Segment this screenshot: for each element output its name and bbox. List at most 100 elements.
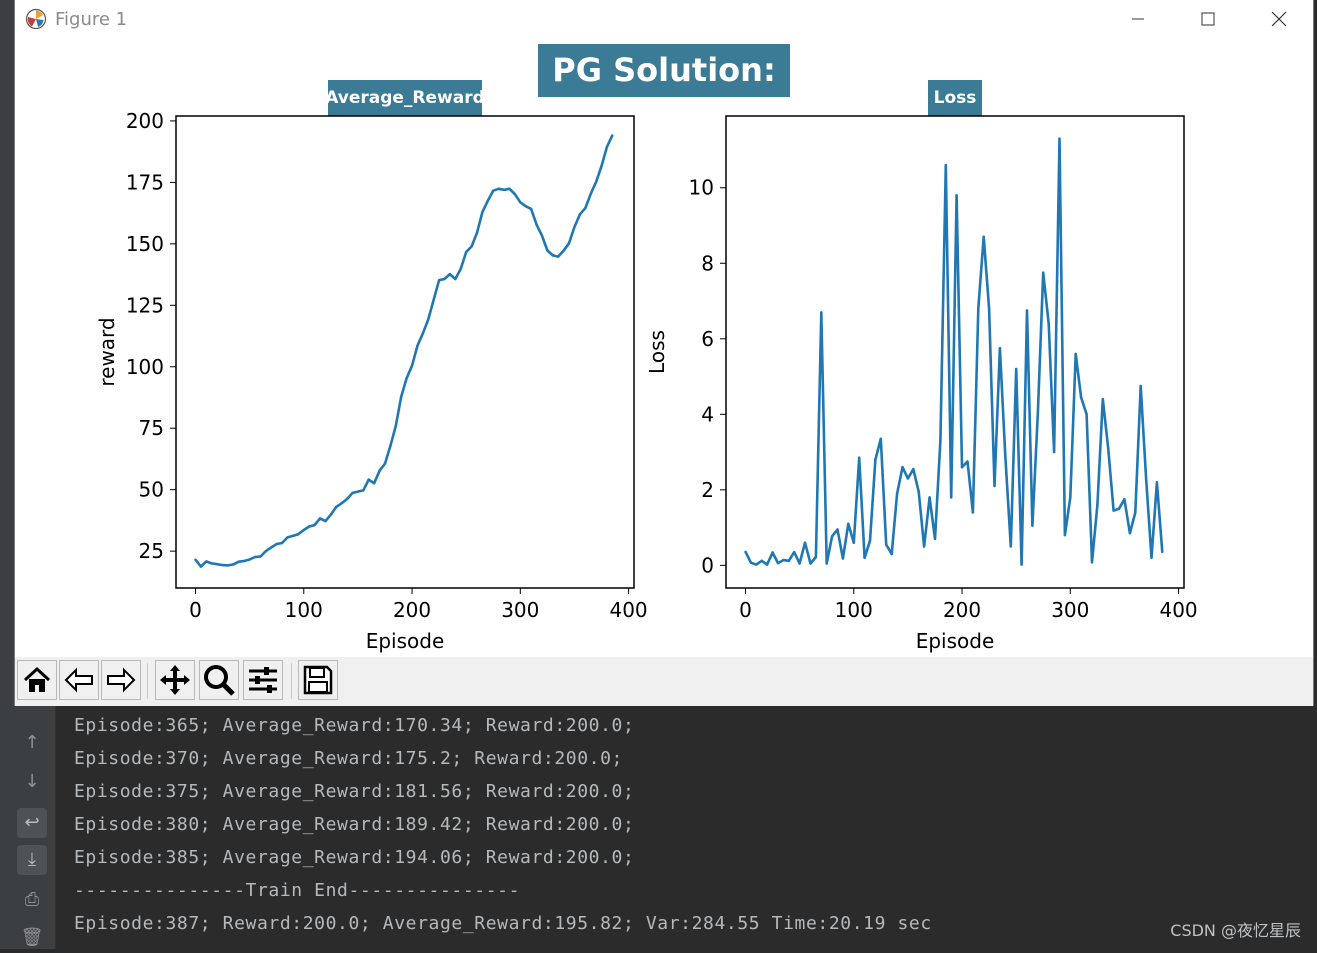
reward-data-point — [215, 563, 219, 566]
reward-data-point — [210, 562, 213, 565]
reward-data-point — [389, 444, 392, 448]
loss-data-point — [966, 460, 969, 463]
home-button[interactable] — [17, 660, 57, 700]
window-title: Figure 1 — [55, 9, 128, 30]
close-button[interactable] — [1256, 0, 1302, 38]
reward-x-tick-label: 300 — [501, 598, 539, 622]
forward-button[interactable] — [101, 660, 141, 700]
loss-data-point — [906, 477, 910, 480]
figure-canvas[interactable]: PG Solution: Average_Reward 0 100 200 300 400… — [15, 38, 1313, 658]
loss-data-point — [782, 558, 785, 562]
loss-data-point — [1004, 454, 1007, 457]
console-line: Episode:380; Average_Reward:189.42; Rewa… — [74, 814, 635, 835]
matplotlib-toolbar — [15, 657, 1313, 706]
loss-data-point — [771, 551, 774, 554]
loss-data-point — [798, 562, 801, 565]
loss-data-point — [977, 307, 980, 310]
loss-data-point — [971, 511, 975, 514]
console-line: Episode:385; Average_Reward:194.06; Rewa… — [74, 847, 635, 868]
reward-data-point — [416, 344, 419, 347]
zoom-button[interactable] — [199, 660, 239, 700]
suptitle: PG Solution: — [552, 51, 775, 89]
soft-wrap-icon[interactable]: ↩ — [17, 808, 47, 838]
reward-title-box — [328, 80, 482, 116]
pan-icon — [160, 665, 190, 695]
loss-data-point — [1112, 509, 1115, 512]
trash-icon[interactable]: 🗑 — [20, 927, 44, 948]
pan-button[interactable] — [155, 660, 195, 700]
reward-data-point — [502, 188, 506, 191]
loss-data-point — [1031, 524, 1034, 527]
reward-data-point — [421, 332, 425, 335]
scroll-down-icon[interactable]: ↓ — [24, 771, 40, 792]
loss-y-axis-label: Loss — [645, 330, 669, 374]
loss-data-point — [1155, 481, 1159, 484]
minimize-button[interactable] — [1115, 0, 1161, 38]
loss-y-tick-label: 6 — [701, 327, 714, 351]
reward-data-point — [291, 534, 295, 538]
loss-data-point — [1052, 450, 1056, 454]
loss-y-tick-label: 4 — [701, 402, 714, 426]
maximize-button[interactable] — [1185, 0, 1231, 38]
reward-data-point — [367, 478, 370, 481]
loss-data-point — [987, 307, 991, 310]
reward-data-point — [567, 242, 571, 245]
loss-data-point — [879, 437, 882, 440]
title-bar[interactable]: Figure 1 — [15, 0, 1313, 38]
reward-data-point — [372, 482, 376, 485]
loss-data-point — [1009, 545, 1012, 548]
reward-data-point — [351, 491, 354, 495]
save-icon — [303, 665, 333, 695]
loss-data-point — [1134, 511, 1137, 514]
loss-data-point — [825, 562, 828, 565]
loss-chart-title: Loss — [934, 88, 977, 108]
loss-x-tick-label: 200 — [943, 598, 981, 622]
reward-data-point — [410, 364, 414, 367]
loss-data-point — [744, 550, 747, 553]
reward-x-tick-label: 0 — [189, 598, 202, 622]
loss-data-point — [836, 528, 839, 531]
scroll-up-icon[interactable]: ↑ — [24, 732, 40, 753]
save-button[interactable] — [298, 660, 338, 700]
loss-data-point — [1020, 563, 1023, 566]
scroll-to-end-icon[interactable]: ⤓ — [17, 845, 47, 875]
reward-data-point — [524, 205, 527, 208]
close-icon — [1271, 11, 1287, 27]
loss-data-point — [787, 559, 790, 562]
figure-window: Figure 1 PG Solution: Average_Reward 0 100… — [14, 0, 1314, 706]
print-icon[interactable]: ⎙ — [24, 889, 40, 910]
configure-subplots-button[interactable] — [243, 660, 283, 700]
reward-y-tick-label: 125 — [126, 293, 164, 317]
loss-data-point — [830, 535, 834, 538]
loss-y-tick-label: 0 — [701, 553, 714, 577]
zoom-icon — [204, 665, 235, 696]
reward-data-point — [378, 469, 381, 472]
loss-axes: Loss 0 100 200 300 400 0 2 4 6 8 10 Episode Loss — [645, 80, 1198, 653]
reward-data-point — [443, 277, 446, 281]
loss-data-point — [1150, 556, 1153, 559]
reward-data-point — [400, 395, 403, 398]
loss-data-point — [912, 467, 915, 471]
loss-data-point — [960, 466, 964, 469]
reward-data-point — [470, 245, 473, 248]
reward-data-point — [324, 519, 327, 523]
back-button[interactable] — [59, 660, 99, 700]
loss-data-point — [1123, 498, 1126, 501]
reward-y-tick-label: 25 — [139, 539, 164, 563]
reward-data-point — [297, 533, 300, 536]
loss-data-point — [765, 563, 769, 566]
loss-title-box — [928, 80, 982, 116]
reward-data-point — [535, 223, 538, 226]
loss-data-point — [1117, 507, 1121, 510]
console-line: Episode:365; Average_Reward:170.34; Rewa… — [74, 715, 635, 736]
reward-data-point — [362, 489, 365, 492]
reward-chart-title: Average_Reward — [325, 88, 485, 108]
loss-data-point — [1069, 496, 1072, 499]
loss-data-point — [1063, 533, 1067, 537]
loss-x-axis-label: Episode — [916, 629, 995, 653]
reward-data-point — [345, 497, 349, 501]
average-reward-axes: Average_Reward 0 100 200 300 400 25 50 75 100 125 1… — [95, 80, 648, 653]
reward-data-point — [232, 563, 235, 566]
loss-data-point — [1144, 477, 1148, 480]
reward-data-point — [465, 250, 468, 254]
